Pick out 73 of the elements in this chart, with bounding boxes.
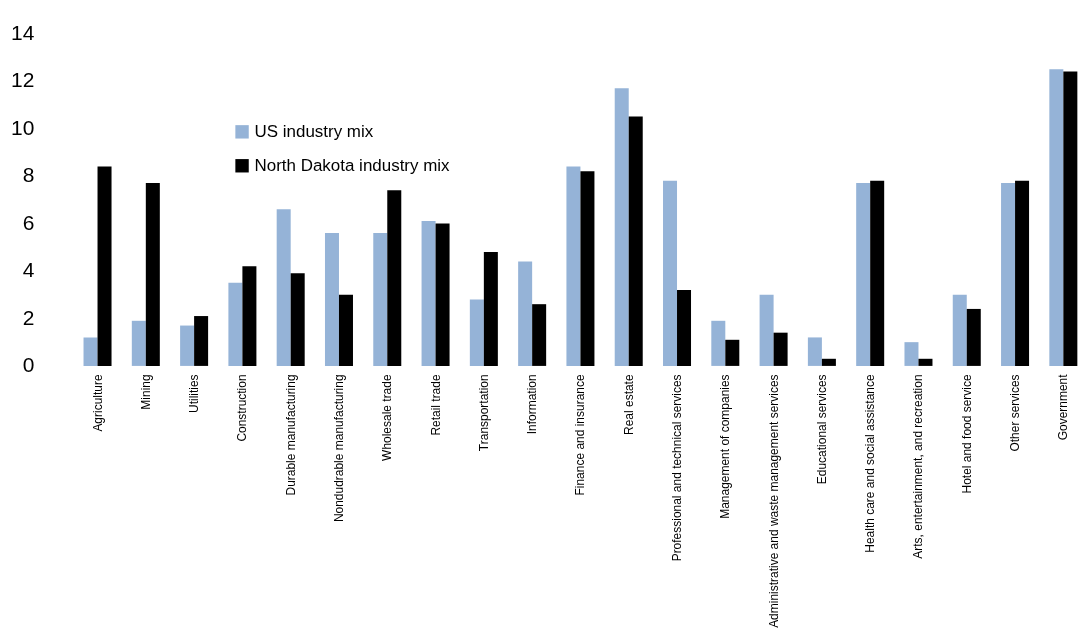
bar (821, 358, 836, 366)
x-tick-label: Information (525, 374, 540, 435)
bar (628, 116, 643, 366)
bar (663, 180, 678, 366)
bar (338, 294, 353, 366)
bar (580, 171, 595, 366)
x-tick-label: Health care and social assistance (863, 374, 878, 553)
bar (1015, 180, 1030, 366)
x-tick-label: Transportation (476, 374, 491, 452)
x-tick-label: Professional and technical services (670, 374, 685, 562)
bar (904, 342, 919, 366)
bar (145, 183, 160, 366)
bar (759, 294, 774, 366)
x-tick-label: Educational services (814, 374, 829, 485)
y-tick-label: 10 (11, 115, 35, 139)
bar (566, 166, 581, 366)
y-tick-label: 2 (22, 305, 35, 329)
x-tick-label: Real estate (621, 374, 636, 435)
bar (435, 223, 450, 366)
bar (228, 282, 243, 366)
bar (677, 289, 692, 366)
y-tick-label: 4 (22, 258, 35, 282)
x-tick-label: Hotel and food service (959, 374, 974, 494)
bar (387, 190, 402, 366)
x-tick-label: Utilities (187, 374, 202, 413)
bar (421, 221, 436, 366)
bar (807, 337, 822, 366)
bar (1049, 69, 1064, 366)
x-tick-label: Mining (138, 374, 153, 410)
bar (870, 180, 885, 366)
bar (614, 88, 629, 366)
y-tick-label: 0 (22, 353, 35, 377)
bar (1063, 71, 1078, 366)
bar (242, 266, 257, 366)
bar (373, 232, 388, 366)
y-tick-label: 12 (11, 68, 35, 92)
bar (1001, 183, 1016, 366)
x-tick-label: Management of companies (718, 374, 733, 519)
y-tick-label: 14 (11, 21, 35, 45)
x-tick-label: Finance and insurance (573, 374, 588, 496)
bar (290, 273, 305, 366)
bar (918, 358, 933, 366)
y-tick-label: 8 (22, 163, 35, 187)
bar (131, 320, 146, 366)
bar (856, 183, 871, 366)
x-tick-label: Durable manufacturing (283, 374, 298, 496)
bar (469, 299, 484, 366)
legend-label: North Dakota industry mix (254, 155, 451, 175)
bar (725, 339, 740, 366)
x-tick-label: Arts, entertainment, and recreation (911, 374, 926, 559)
x-tick-label: Administrative and waste management services (766, 374, 781, 628)
x-tick-label: Retail trade (428, 374, 443, 436)
x-tick-label: Wholesale trade (380, 374, 395, 461)
x-tick-label: Agriculture (90, 374, 105, 432)
y-tick-label: 6 (22, 210, 35, 234)
x-tick-label: Nondudrable manufacturing (331, 374, 346, 523)
bar (773, 332, 788, 366)
bar (532, 304, 547, 366)
bar (952, 294, 967, 366)
bar (194, 316, 209, 366)
bar (324, 232, 339, 366)
bar (180, 325, 195, 366)
bar (711, 320, 726, 366)
bar (966, 308, 981, 366)
bar (276, 209, 291, 366)
bar (97, 166, 112, 366)
x-tick-label: Government (1056, 373, 1071, 441)
bar (83, 337, 98, 366)
bar (518, 261, 533, 366)
legend-label: US industry mix (254, 121, 374, 141)
x-tick-label: Construction (235, 374, 250, 442)
bar (483, 251, 498, 366)
x-tick-label: Other services (1008, 374, 1023, 452)
